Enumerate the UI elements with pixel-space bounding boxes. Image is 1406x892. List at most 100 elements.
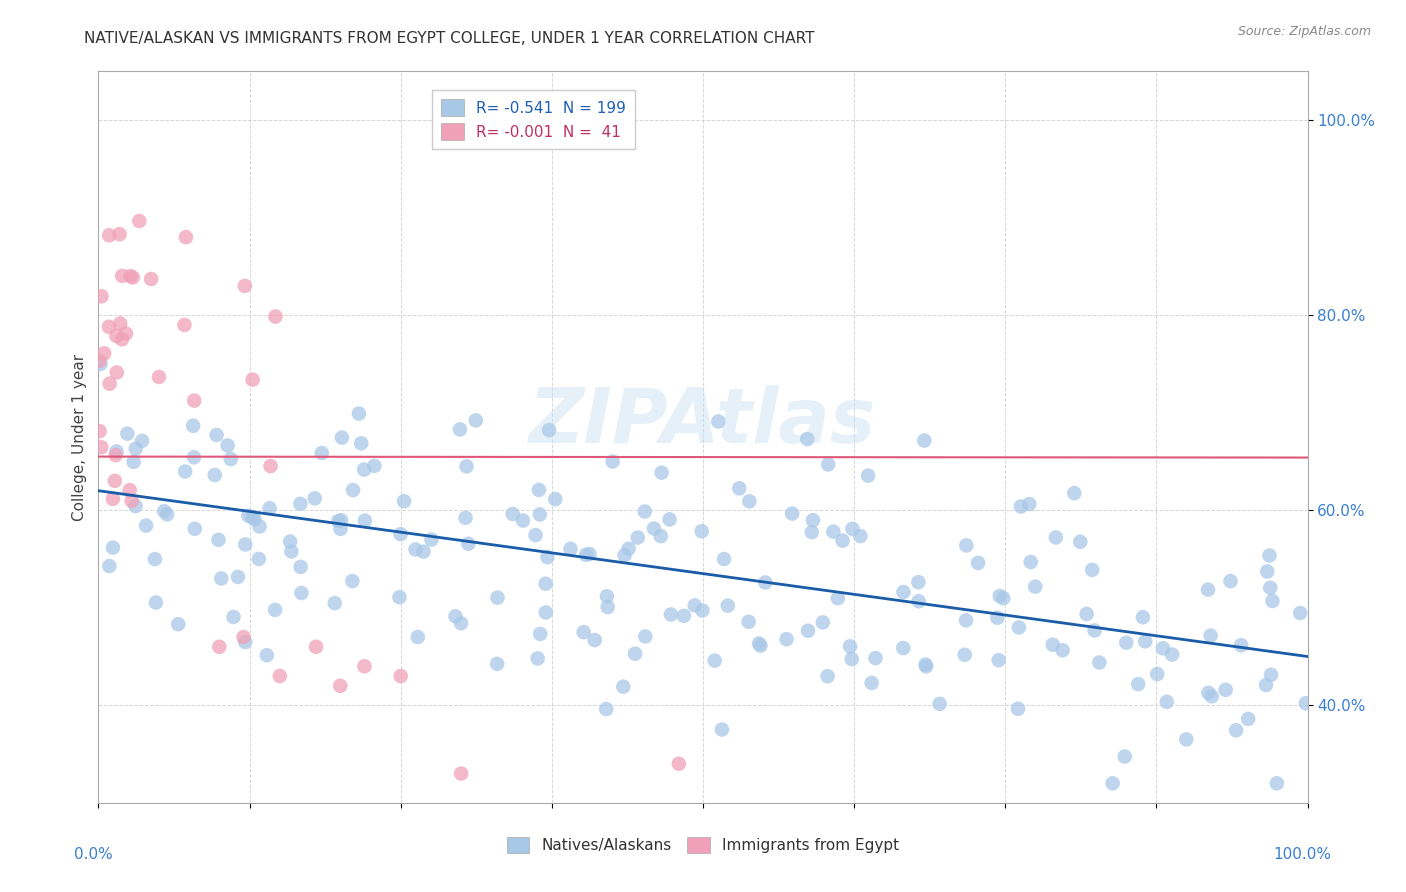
Point xyxy=(450,616,472,631)
Text: 0.0%: 0.0% xyxy=(75,847,112,862)
Point xyxy=(1199,629,1222,643)
Point xyxy=(1265,776,1288,790)
Point xyxy=(93,346,115,360)
Point xyxy=(173,318,195,332)
Point xyxy=(1152,641,1174,656)
Point xyxy=(1063,486,1085,500)
Point xyxy=(1161,648,1184,662)
Point xyxy=(856,468,879,483)
Point xyxy=(305,640,328,654)
Point xyxy=(1175,732,1198,747)
Point xyxy=(89,354,111,368)
Point xyxy=(311,446,333,460)
Point xyxy=(264,603,287,617)
Point xyxy=(651,466,673,480)
Point xyxy=(527,483,550,497)
Point xyxy=(1261,594,1284,608)
Point xyxy=(955,539,977,553)
Point xyxy=(98,376,121,391)
Point xyxy=(1024,580,1046,594)
Point xyxy=(304,491,326,506)
Point xyxy=(1128,677,1150,691)
Point xyxy=(183,393,205,408)
Point xyxy=(817,669,839,683)
Point xyxy=(502,507,524,521)
Point xyxy=(907,575,929,590)
Point xyxy=(1201,690,1223,704)
Point xyxy=(912,434,935,448)
Point xyxy=(329,679,352,693)
Point xyxy=(444,609,467,624)
Point xyxy=(1132,610,1154,624)
Point xyxy=(249,519,271,533)
Point xyxy=(595,702,617,716)
Point xyxy=(174,230,197,244)
Point xyxy=(987,653,1010,667)
Point xyxy=(817,458,839,472)
Point xyxy=(98,559,121,574)
Point xyxy=(690,524,713,539)
Point xyxy=(89,424,111,438)
Point xyxy=(668,756,690,771)
Point xyxy=(672,608,695,623)
Point xyxy=(1042,638,1064,652)
Point xyxy=(347,407,370,421)
Point xyxy=(578,547,600,561)
Point xyxy=(1215,682,1237,697)
Point xyxy=(104,474,127,488)
Point xyxy=(412,544,434,558)
Point xyxy=(538,423,561,437)
Point xyxy=(205,428,228,442)
Point xyxy=(1256,565,1278,579)
Point xyxy=(1258,549,1281,563)
Point xyxy=(156,508,179,522)
Point xyxy=(105,329,128,343)
Point xyxy=(544,492,567,507)
Point xyxy=(124,499,146,513)
Point xyxy=(839,640,862,654)
Text: NATIVE/ALASKAN VS IMMIGRANTS FROM EGYPT COLLEGE, UNDER 1 YEAR CORRELATION CHART: NATIVE/ALASKAN VS IMMIGRANTS FROM EGYPT … xyxy=(84,31,815,46)
Point xyxy=(353,462,375,476)
Point xyxy=(290,560,312,574)
Point xyxy=(1146,667,1168,681)
Point xyxy=(915,659,938,673)
Point xyxy=(1084,624,1107,638)
Point xyxy=(101,491,124,506)
Point xyxy=(1081,563,1104,577)
Point xyxy=(269,669,291,683)
Point xyxy=(111,268,134,283)
Point xyxy=(122,455,145,469)
Point xyxy=(242,510,264,524)
Y-axis label: College, Under 1 year: College, Under 1 year xyxy=(72,353,87,521)
Point xyxy=(89,357,111,371)
Point xyxy=(342,574,364,588)
Point xyxy=(827,591,849,606)
Point xyxy=(860,676,883,690)
Point xyxy=(1076,607,1098,621)
Point xyxy=(728,481,751,495)
Point xyxy=(256,648,278,663)
Point xyxy=(1007,702,1029,716)
Point xyxy=(529,508,551,522)
Point xyxy=(486,591,509,605)
Point xyxy=(222,610,245,624)
Point xyxy=(683,599,706,613)
Point xyxy=(1019,555,1042,569)
Point xyxy=(121,270,143,285)
Point xyxy=(141,272,163,286)
Point xyxy=(128,214,150,228)
Point xyxy=(512,514,534,528)
Point xyxy=(342,483,364,497)
Text: Source: ZipAtlas.com: Source: ZipAtlas.com xyxy=(1237,25,1371,38)
Point xyxy=(953,648,976,662)
Point xyxy=(849,529,872,543)
Point xyxy=(233,279,256,293)
Point xyxy=(536,550,558,565)
Point xyxy=(914,657,936,672)
Point xyxy=(232,630,254,644)
Point xyxy=(405,542,427,557)
Point xyxy=(634,504,657,518)
Point xyxy=(717,599,740,613)
Point xyxy=(117,426,139,441)
Point xyxy=(1101,776,1123,790)
